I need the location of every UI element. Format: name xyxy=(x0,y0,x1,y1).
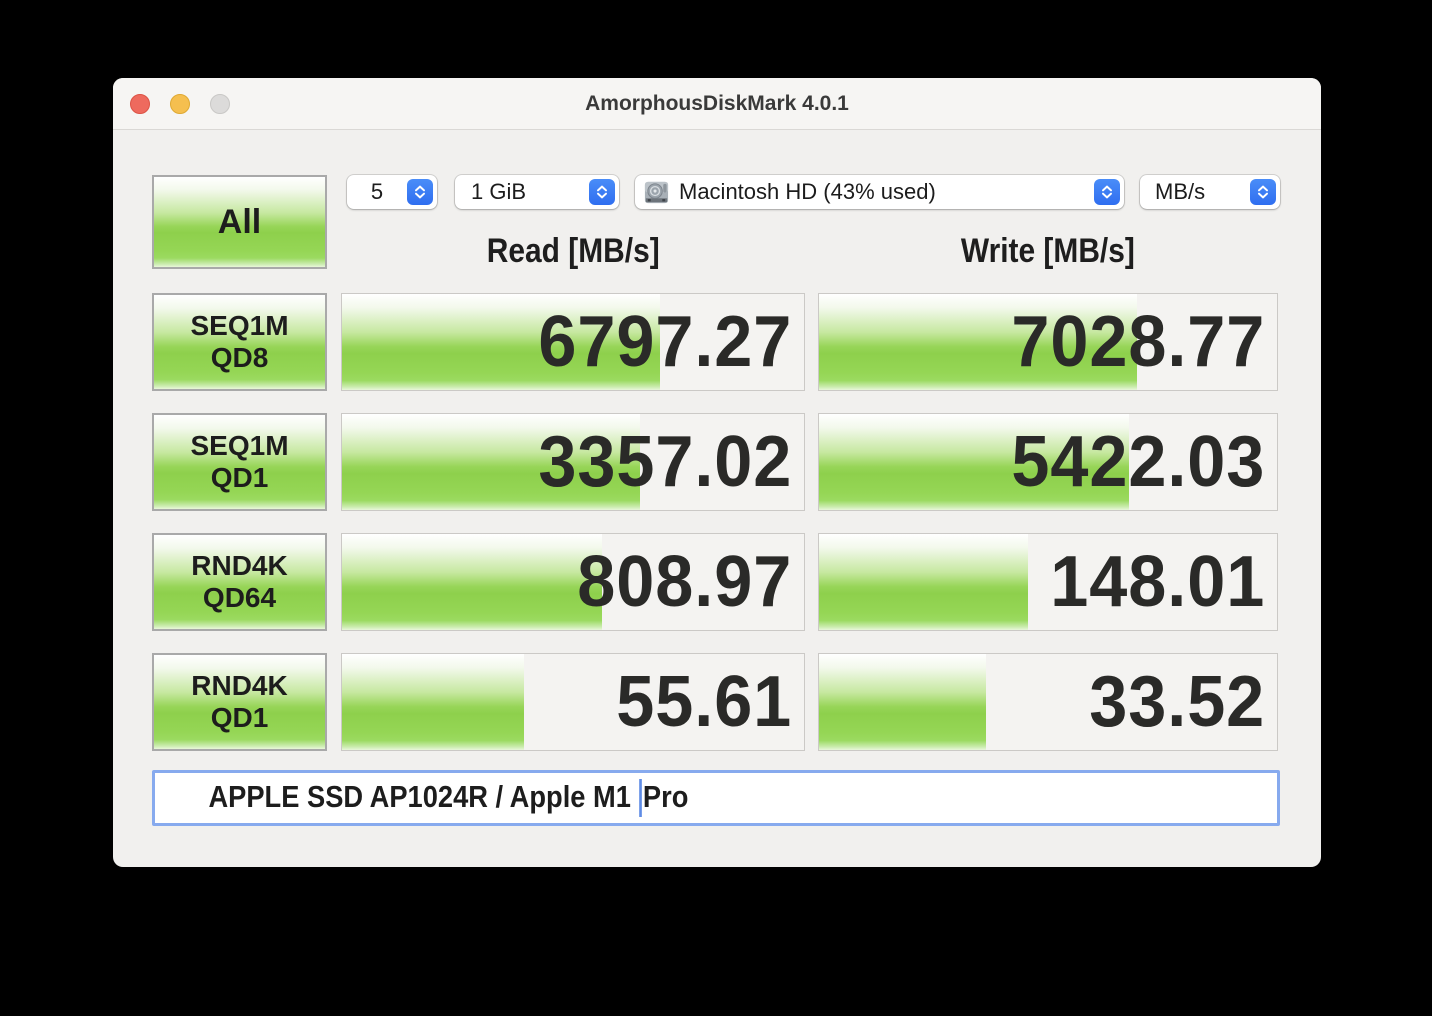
write-result-cell: 7028.77 xyxy=(818,293,1278,391)
test-size-value: 1 GiB xyxy=(471,179,527,204)
result-bar xyxy=(819,654,986,750)
result-bar xyxy=(819,534,1029,630)
read-result-cell: 3357.02 xyxy=(341,413,805,511)
write-value: 7028.77 xyxy=(1011,302,1265,382)
test-button-rnd4k-qd1[interactable]: RND4K QD1 xyxy=(152,653,327,751)
run-all-label: All xyxy=(217,202,262,241)
zoom-button[interactable] xyxy=(210,94,230,114)
test-count-value: 5 xyxy=(370,179,384,204)
read-value: 55.61 xyxy=(616,662,792,742)
app-window: AmorphousDiskMark 4.0.1 All 5 1 GiB Maci… xyxy=(113,78,1321,867)
write-value: 33.52 xyxy=(1089,662,1265,742)
stepper-icon xyxy=(1250,179,1276,205)
result-bar xyxy=(819,294,1137,390)
read-result-cell: 55.61 xyxy=(341,653,805,751)
read-result-cell: 6797.27 xyxy=(341,293,805,391)
comment-text-before-cursor: APPLE SSD AP1024R / Apple M1 xyxy=(208,778,639,814)
stepper-icon xyxy=(1094,179,1120,205)
read-value: 6797.27 xyxy=(538,302,792,382)
title-bar: AmorphousDiskMark 4.0.1 xyxy=(113,78,1321,130)
read-value: 808.97 xyxy=(577,542,792,622)
volume-value: Macintosh HD (43% used) xyxy=(679,179,936,204)
comment-input[interactable]: APPLE SSD AP1024R / Apple M1 Pro xyxy=(152,770,1280,826)
read-result-cell: 808.97 xyxy=(341,533,805,631)
result-bar xyxy=(342,414,640,510)
test-button-rnd4k-qd64[interactable]: RND4K QD64 xyxy=(152,533,327,631)
test-button-seq1m-qd8[interactable]: SEQ1M QD8 xyxy=(152,293,327,391)
write-value: 5422.03 xyxy=(1011,422,1265,502)
write-result-cell: 33.52 xyxy=(818,653,1278,751)
window-title: AmorphousDiskMark 4.0.1 xyxy=(585,92,849,115)
test-button-seq1m-qd1[interactable]: SEQ1M QD1 xyxy=(152,413,327,511)
result-bar xyxy=(342,294,660,390)
run-all-button[interactable]: All xyxy=(152,175,327,269)
test-size-dropdown[interactable]: 1 GiB xyxy=(455,175,619,209)
close-button[interactable] xyxy=(130,94,150,114)
unit-value: MB/s xyxy=(1155,179,1206,204)
result-bar xyxy=(342,534,602,630)
write-column-header: Write [MB/s] xyxy=(961,231,1135,270)
read-value: 3357.02 xyxy=(538,422,792,502)
read-column-header: Read [MB/s] xyxy=(486,231,660,270)
write-value: 148.01 xyxy=(1050,542,1265,622)
volume-dropdown[interactable]: Macintosh HD (43% used) xyxy=(635,175,1124,209)
hard-disk-icon xyxy=(644,181,669,203)
text-cursor xyxy=(639,779,643,818)
write-result-cell: 5422.03 xyxy=(818,413,1278,511)
test-count-dropdown[interactable]: 5 xyxy=(347,175,437,209)
minimize-button[interactable] xyxy=(170,94,190,114)
unit-dropdown[interactable]: MB/s xyxy=(1140,175,1280,209)
stepper-icon xyxy=(407,179,433,205)
result-bar xyxy=(819,414,1130,510)
comment-text-after-cursor: Pro xyxy=(642,778,689,814)
stepper-icon xyxy=(589,179,615,205)
result-bar xyxy=(342,654,525,750)
write-result-cell: 148.01 xyxy=(818,533,1278,631)
